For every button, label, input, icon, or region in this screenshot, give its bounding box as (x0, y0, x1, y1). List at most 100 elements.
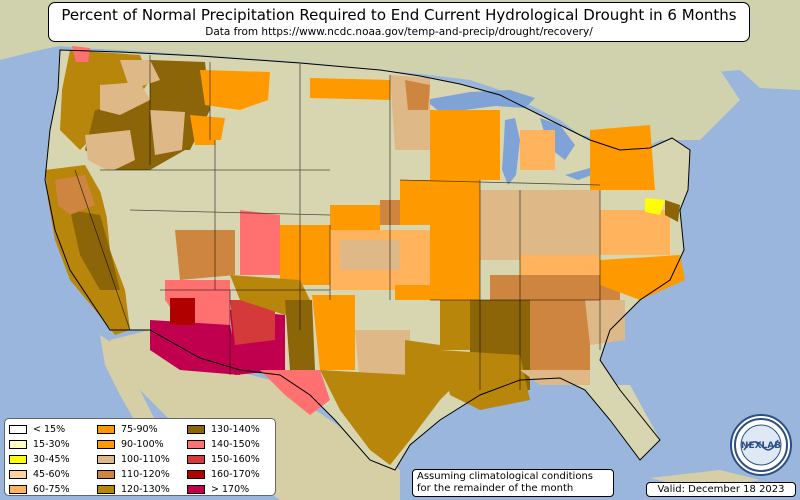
mexico-land (110, 330, 400, 500)
region-oklahoma-orange (395, 285, 430, 300)
region-west-texas-red (260, 370, 330, 415)
region-arizona-darkred (170, 298, 195, 325)
region-ohio-valley-tan (520, 190, 600, 260)
legend-label: 15-30% (33, 439, 70, 450)
region-virginia-orange (600, 210, 670, 255)
legend-label: 130-140% (211, 424, 260, 435)
region-wyoming (215, 140, 300, 210)
legend-label: 90-100% (121, 439, 164, 450)
region-texas-central-tan (355, 330, 410, 385)
lake-michigan (502, 118, 520, 185)
legend-swatch (9, 455, 27, 464)
legend-label: 30-45% (33, 454, 70, 465)
legend-swatch (97, 440, 115, 449)
region-wash-tan (100, 82, 150, 115)
legend-label: 45-60% (33, 469, 70, 480)
legend-swatch (9, 470, 27, 479)
region-oregon-central-tan (85, 130, 135, 172)
region-chesapeake-dark (665, 200, 680, 222)
region-colorado-east-orange (280, 225, 330, 285)
region-newmexico-east-brown (285, 300, 315, 370)
legend-item: 140-150% (187, 437, 277, 452)
region-alabama-brown (530, 300, 590, 370)
region-florida (590, 385, 660, 460)
us-outline (44, 49, 691, 471)
legend-item: 75-90% (97, 422, 187, 437)
title-box: Percent of Normal Precipitation Required… (48, 2, 750, 42)
nexlab-logo: NEXLAB (730, 414, 792, 476)
region-illinois-tan (480, 190, 520, 260)
svg-text:NEXLAB: NEXLAB (741, 441, 781, 451)
legend-item: < 15% (9, 422, 99, 437)
region-kentucky-orange (520, 255, 600, 280)
legend-label: < 15% (33, 424, 66, 435)
legend-item: 30-45% (9, 452, 99, 467)
region-nevada (95, 170, 180, 300)
legend-item: 120-130% (97, 482, 187, 497)
region-minnesota-brown (405, 80, 430, 110)
region-newmexico-red (230, 300, 275, 345)
region-utah-brown (175, 230, 235, 280)
region-wisconsin-orange (430, 110, 500, 180)
legend-item: 15-30% (9, 437, 99, 452)
region-louisiana-brown (440, 350, 530, 410)
legend-swatch (97, 455, 115, 464)
nexlab-logo-icon: NEXLAB (734, 418, 788, 472)
legend-item: 150-160% (187, 452, 277, 467)
region-missouri-orange (430, 225, 480, 300)
assumption-note: Assuming climatological conditions for t… (412, 469, 614, 497)
assumption-note-line-2: for the remainder of the month (417, 483, 574, 494)
region-georgia-tan (585, 300, 625, 345)
region-texas-panhandle-orange (312, 295, 355, 370)
legend-label: 100-110% (121, 454, 170, 465)
legend-swatch (9, 440, 27, 449)
region-nw-tip-red (72, 46, 90, 62)
region-montana-orange (200, 70, 270, 110)
legend-label: 60-75% (33, 484, 70, 495)
legend-swatch (97, 470, 115, 479)
region-colorado-red (240, 210, 280, 275)
region-nebraska-orange (330, 205, 380, 230)
legend-label: 110-120% (121, 469, 170, 480)
region-maryland-yellow (645, 198, 665, 215)
legend-label: 150-160% (211, 454, 260, 465)
legend-label: 160-170% (211, 469, 260, 480)
legend-swatch (97, 485, 115, 494)
region-pennsylvania-orange (590, 125, 655, 190)
region-california-inner (70, 210, 120, 290)
legend-item: 160-170% (187, 467, 277, 482)
region-arizona-south-magenta (150, 320, 240, 375)
map-title: Percent of Normal Precipitation Required… (61, 6, 737, 24)
legend-item: 60-75% (9, 482, 99, 497)
legend-swatch (187, 455, 205, 464)
region-gulf-coast-tan (520, 370, 590, 385)
region-tennessee-brown (490, 275, 620, 300)
legend-swatch (97, 425, 115, 434)
legend-label: > 170% (211, 484, 250, 495)
legend-item: 45-60% (9, 467, 99, 482)
legend-column-1: < 15% 15-30% 30-45% 45-60% 60-75% (9, 422, 99, 497)
assumption-note-line-1: Assuming climatological conditions (417, 471, 593, 482)
region-idaho-tan (150, 110, 185, 155)
legend-item: 110-120% (97, 467, 187, 482)
legend-swatch (9, 485, 27, 494)
legend: < 15% 15-30% 30-45% 45-60% 60-75% 75-90%… (4, 418, 276, 496)
legend-swatch (187, 485, 205, 494)
legend-label: 140-150% (211, 439, 260, 450)
valid-date-label: Valid: December 18 2023 (646, 482, 796, 497)
legend-label: 120-130% (121, 484, 170, 495)
map-subtitle: Data from https://www.ncdc.noaa.gov/temp… (205, 26, 593, 38)
cuba-island (650, 470, 760, 490)
region-ca-sierra-tan (55, 175, 95, 215)
region-michigan-orange (520, 130, 555, 170)
region-new-england (650, 70, 740, 140)
legend-swatch (187, 425, 205, 434)
region-montana-orange-2 (190, 115, 225, 145)
legend-swatch (187, 440, 205, 449)
legend-item: 90-100% (97, 437, 187, 452)
legend-swatch (9, 425, 27, 434)
region-texas-east-brown (405, 340, 450, 410)
state-borders (74, 55, 601, 390)
legend-item: > 170% (187, 482, 277, 497)
